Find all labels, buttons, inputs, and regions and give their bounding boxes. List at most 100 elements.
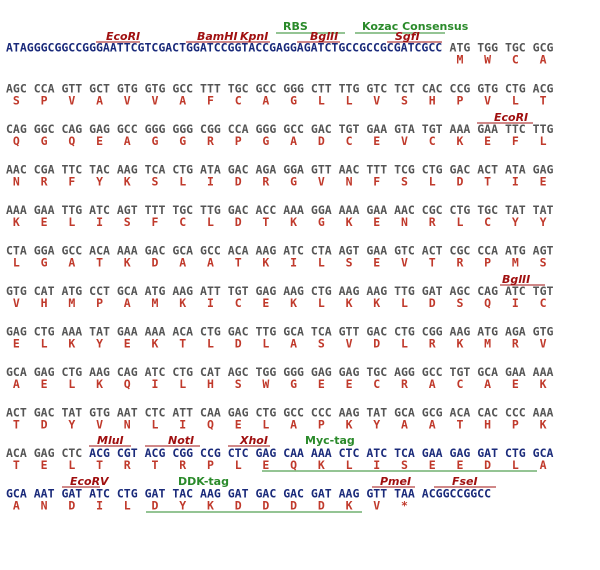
amino-acid: V xyxy=(540,337,547,351)
amino-acid: A xyxy=(13,499,20,513)
codon: GAG xyxy=(450,446,471,460)
amino-acid: R xyxy=(401,377,408,391)
amino-acid: N xyxy=(124,418,131,432)
codon: CGG xyxy=(200,122,221,136)
codon: GCC xyxy=(200,244,221,258)
amino-acid: K xyxy=(13,215,20,229)
codon: TAT xyxy=(366,406,387,420)
codon: TGT xyxy=(339,122,360,136)
codon: GTG xyxy=(117,82,138,96)
codon: AAG xyxy=(89,365,110,379)
amino-acid: A xyxy=(429,377,436,391)
codon: GTT xyxy=(311,163,332,177)
codon: CAT xyxy=(34,284,55,298)
codon: CAA xyxy=(200,406,221,420)
amino-acid: M xyxy=(68,296,75,310)
codon: GAA xyxy=(477,122,498,136)
amino-acid: E xyxy=(373,256,380,270)
codon: GCA xyxy=(6,487,27,501)
codon: GTG xyxy=(6,284,27,298)
amino-acid: A xyxy=(540,53,547,67)
amino-acid: R xyxy=(456,256,463,270)
codon: GAC xyxy=(255,487,276,501)
codon: GAA xyxy=(422,446,443,460)
codon: ATT xyxy=(172,406,193,420)
amino-acid: G xyxy=(290,377,297,391)
amino-acid: D xyxy=(262,499,269,513)
codon: GAA xyxy=(505,365,526,379)
amino-acid: T xyxy=(456,418,463,432)
amino-acid: D xyxy=(429,296,436,310)
amino-acid: I xyxy=(207,175,214,189)
amino-acid: K xyxy=(290,296,297,310)
amino-acid: C xyxy=(512,53,519,67)
codon: GTT xyxy=(366,487,387,501)
amino-acid: E xyxy=(124,337,131,351)
codon: GCC xyxy=(255,82,276,96)
amino-acid: S xyxy=(152,175,159,189)
codon: AAG xyxy=(255,244,276,258)
amino-acid: V xyxy=(346,337,353,351)
amino-acid: E xyxy=(262,458,269,472)
amino-acid: G xyxy=(41,256,48,270)
codon: AAC xyxy=(394,203,415,217)
amino-acid: A xyxy=(68,256,75,270)
codon: ACA xyxy=(6,446,27,460)
codon: TTG xyxy=(61,203,82,217)
site-label: BglII xyxy=(310,30,338,43)
amino-acid: C xyxy=(373,377,380,391)
site-label: MluI xyxy=(97,434,124,447)
amino-acid: K xyxy=(179,296,186,310)
codon: GAA xyxy=(117,325,138,339)
codon: CCG xyxy=(450,82,471,96)
amino-acid: K xyxy=(152,337,159,351)
amino-acid: L xyxy=(179,175,186,189)
codon: CAC xyxy=(477,406,498,420)
amino-acid: N xyxy=(13,175,20,189)
amino-acid: D xyxy=(373,337,380,351)
codon: CGC xyxy=(450,244,471,258)
amino-acid: F xyxy=(68,175,75,189)
amino-acid: G xyxy=(179,134,186,148)
amino-acid: V xyxy=(401,134,408,148)
amino-acid: K xyxy=(290,215,297,229)
amino-acid: D xyxy=(318,499,325,513)
codon: AAG xyxy=(339,284,360,298)
codon: GAG xyxy=(255,284,276,298)
amino-acid: K xyxy=(540,377,547,391)
site-label: BamHI xyxy=(197,30,238,43)
codon: ACG xyxy=(145,446,166,460)
codon: AAA xyxy=(6,203,27,217)
amino-acid: A xyxy=(290,134,297,148)
site-label: XhoI xyxy=(239,434,268,447)
amino-acid: S xyxy=(456,296,463,310)
codon: TGC xyxy=(366,365,387,379)
amino-acid: K xyxy=(346,296,353,310)
vector-sequence: ACGGCCGGCC xyxy=(422,487,491,501)
codon: AGA xyxy=(505,325,526,339)
codon: AGC xyxy=(6,82,27,96)
codon: ACC xyxy=(255,203,276,217)
codon: GGA xyxy=(283,163,304,177)
codon: CAG xyxy=(6,122,27,136)
codon: CGG xyxy=(422,325,443,339)
codon: TGC xyxy=(172,203,193,217)
codon: GAT xyxy=(145,487,166,501)
codon: CCC xyxy=(311,406,332,420)
codon: CTG xyxy=(505,446,526,460)
codon: TAC xyxy=(89,163,110,177)
codon: GAT xyxy=(61,487,82,501)
codon: TAA xyxy=(394,487,415,501)
amino-acid: F xyxy=(207,94,214,108)
codon: AAT xyxy=(117,406,138,420)
codon: GCC xyxy=(283,122,304,136)
amino-acid: Q xyxy=(13,134,20,148)
codon: AAG xyxy=(283,284,304,298)
amino-acid: E xyxy=(540,175,547,189)
codon: TTC xyxy=(61,163,82,177)
codon: CTA xyxy=(311,244,332,258)
amino-acid: P xyxy=(41,94,48,108)
amino-acid: E xyxy=(41,458,48,472)
amino-acid: E xyxy=(262,296,269,310)
